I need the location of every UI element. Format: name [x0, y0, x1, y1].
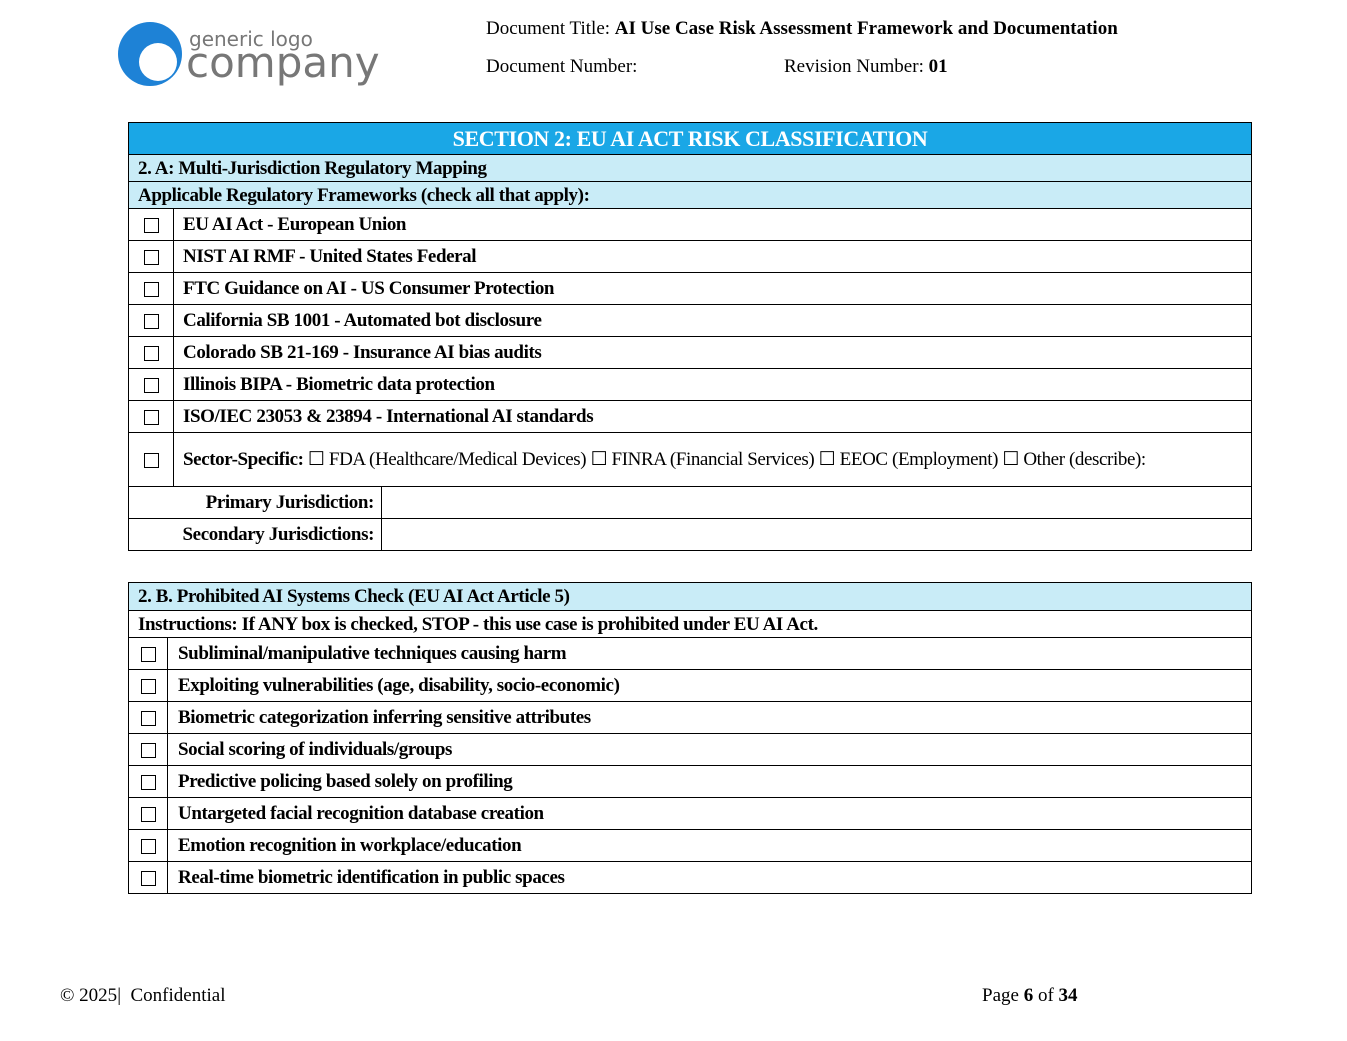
table-a: SECTION 2: EU AI ACT RISK CLASSIFICATION…: [128, 122, 1252, 551]
checkbox-cell: [128, 733, 168, 766]
logo-text: company: [186, 38, 380, 87]
framework: Illinois BIPA - Biometric data protectio…: [173, 368, 1252, 401]
framework: ISO/IEC 23053 & 23894 - International AI…: [173, 400, 1252, 433]
options: ☐ FDA (Healthcare/Medical Devices) ☐ FIN…: [307, 449, 1146, 470]
value: 01: [928, 56, 948, 77]
row: ISO/IEC 23053 & 23894 - International AI…: [128, 400, 1252, 433]
checkbox-cell: [128, 240, 174, 273]
checkbox: [143, 453, 159, 469]
row: FTC Guidance on AI - US Consumer Protect…: [128, 272, 1252, 305]
checkbox-cell: [128, 669, 168, 702]
checkbox: [140, 679, 156, 695]
checkbox: [140, 743, 156, 759]
row: Predictive policing based solely on prof…: [128, 765, 1252, 798]
label: Page: [982, 985, 1019, 1006]
framework: FTC Guidance on AI - US Consumer Protect…: [173, 272, 1252, 305]
checkbox-cell: [128, 701, 168, 734]
instructions: Instructions: If ANY box is checked, STO…: [128, 610, 1252, 638]
prohibited-item: Emotion recognition in workplace/educati…: [167, 829, 1252, 862]
prohibited-item: Predictive policing based solely on prof…: [167, 765, 1252, 798]
checkbox-cell: [128, 336, 174, 369]
row: Subliminal/manipulative techniques causi…: [128, 637, 1252, 670]
logo-mark: [118, 22, 182, 86]
prohibited-item: Biometric categorization inferring sensi…: [167, 701, 1252, 734]
doc-number-label: Document Number:: [486, 56, 638, 77]
prohibited-item: Subliminal/manipulative techniques causi…: [167, 637, 1252, 670]
jurisdiction-input: [381, 486, 1252, 519]
label: Revision Number:: [784, 56, 924, 77]
checkbox: [143, 314, 159, 330]
row: Sector-Specific: ☐ FDA (Healthcare/Medic…: [128, 432, 1252, 487]
jurisdiction-label: Primary Jurisdiction:: [128, 486, 382, 519]
section-title: SECTION 2: EU AI ACT RISK CLASSIFICATION: [128, 122, 1252, 155]
row: Colorado SB 21-169 - Insurance AI bias a…: [128, 336, 1252, 369]
prohibited-item: Social scoring of individuals/groups: [167, 733, 1252, 766]
checkbox-cell: [128, 432, 174, 487]
doc-title: Document Title: AI Use Case Risk Assessm…: [486, 18, 1118, 40]
label: Sector-Specific:: [183, 449, 304, 470]
checkbox-cell: [128, 368, 174, 401]
checkbox: [143, 410, 159, 426]
sector-specific: Sector-Specific: ☐ FDA (Healthcare/Medic…: [173, 432, 1252, 487]
row: EU AI Act - European Union: [128, 208, 1252, 241]
checkbox-cell: [128, 272, 174, 305]
prohibited-item: Untargeted facial recognition database c…: [167, 797, 1252, 830]
jurisdiction-input: [381, 518, 1252, 551]
checkbox-cell: [128, 765, 168, 798]
row: Secondary Jurisdictions:: [128, 518, 1252, 551]
row: Primary Jurisdiction:: [128, 486, 1252, 519]
checkbox: [143, 250, 159, 266]
row: Social scoring of individuals/groups: [128, 733, 1252, 766]
heading: 2. A: Multi-Jurisdiction Regulatory Mapp…: [128, 154, 1252, 182]
total: 34: [1058, 985, 1078, 1006]
confidential: Confidential: [130, 985, 226, 1006]
heading: 2. B. Prohibited AI Systems Check (EU AI…: [128, 582, 1252, 611]
checkbox: [140, 807, 156, 823]
copyright: © 2025: [60, 985, 118, 1006]
checkbox: [143, 346, 159, 362]
row: Real-time biometric identification in pu…: [128, 861, 1252, 894]
table-b: 2. B. Prohibited AI Systems Check (EU AI…: [128, 582, 1252, 894]
checkbox-cell: [128, 208, 174, 241]
checkbox: [143, 218, 159, 234]
row: Untargeted facial recognition database c…: [128, 797, 1252, 830]
checkbox: [140, 839, 156, 855]
checkbox: [140, 775, 156, 791]
checkbox-cell: [128, 829, 168, 862]
prohibited-item: Real-time biometric identification in pu…: [167, 861, 1252, 894]
label: of: [1037, 985, 1054, 1006]
framework: NIST AI RMF - United States Federal: [173, 240, 1252, 273]
current: 6: [1023, 985, 1034, 1006]
row: NIST AI RMF - United States Federal: [128, 240, 1252, 273]
revision: Revision Number: 01: [784, 56, 948, 78]
checkbox-cell: [128, 797, 168, 830]
logo-text: generic logo: [189, 27, 313, 51]
row: California SB 1001 - Automated bot discl…: [128, 304, 1252, 337]
jurisdiction-label: Secondary Jurisdictions:: [128, 518, 382, 551]
page-number: Page 6 of 34: [982, 985, 1078, 1007]
subheading: Applicable Regulatory Frameworks (check …: [128, 181, 1252, 209]
value: AI Use Case Risk Assessment Framework an…: [614, 18, 1118, 39]
row: Exploiting vulnerabilities (age, disabil…: [128, 669, 1252, 702]
framework: EU AI Act - European Union: [173, 208, 1252, 241]
checkbox: [143, 378, 159, 394]
row: Biometric categorization inferring sensi…: [128, 701, 1252, 734]
checkbox: [140, 871, 156, 887]
framework: Colorado SB 21-169 - Insurance AI bias a…: [173, 336, 1252, 369]
checkbox: [140, 711, 156, 727]
checkbox-cell: [128, 637, 168, 670]
framework: California SB 1001 - Automated bot discl…: [173, 304, 1252, 337]
footer-left: © 2025| Confidential: [60, 985, 225, 1007]
label: Document Title:: [486, 18, 611, 39]
prohibited-item: Exploiting vulnerabilities (age, disabil…: [167, 669, 1252, 702]
checkbox: [140, 647, 156, 663]
row: Emotion recognition in workplace/educati…: [128, 829, 1252, 862]
checkbox-cell: [128, 861, 168, 894]
checkbox-cell: [128, 400, 174, 433]
row: Illinois BIPA - Biometric data protectio…: [128, 368, 1252, 401]
checkbox-cell: [128, 304, 174, 337]
separator: |: [117, 985, 121, 1006]
checkbox: [143, 282, 159, 298]
